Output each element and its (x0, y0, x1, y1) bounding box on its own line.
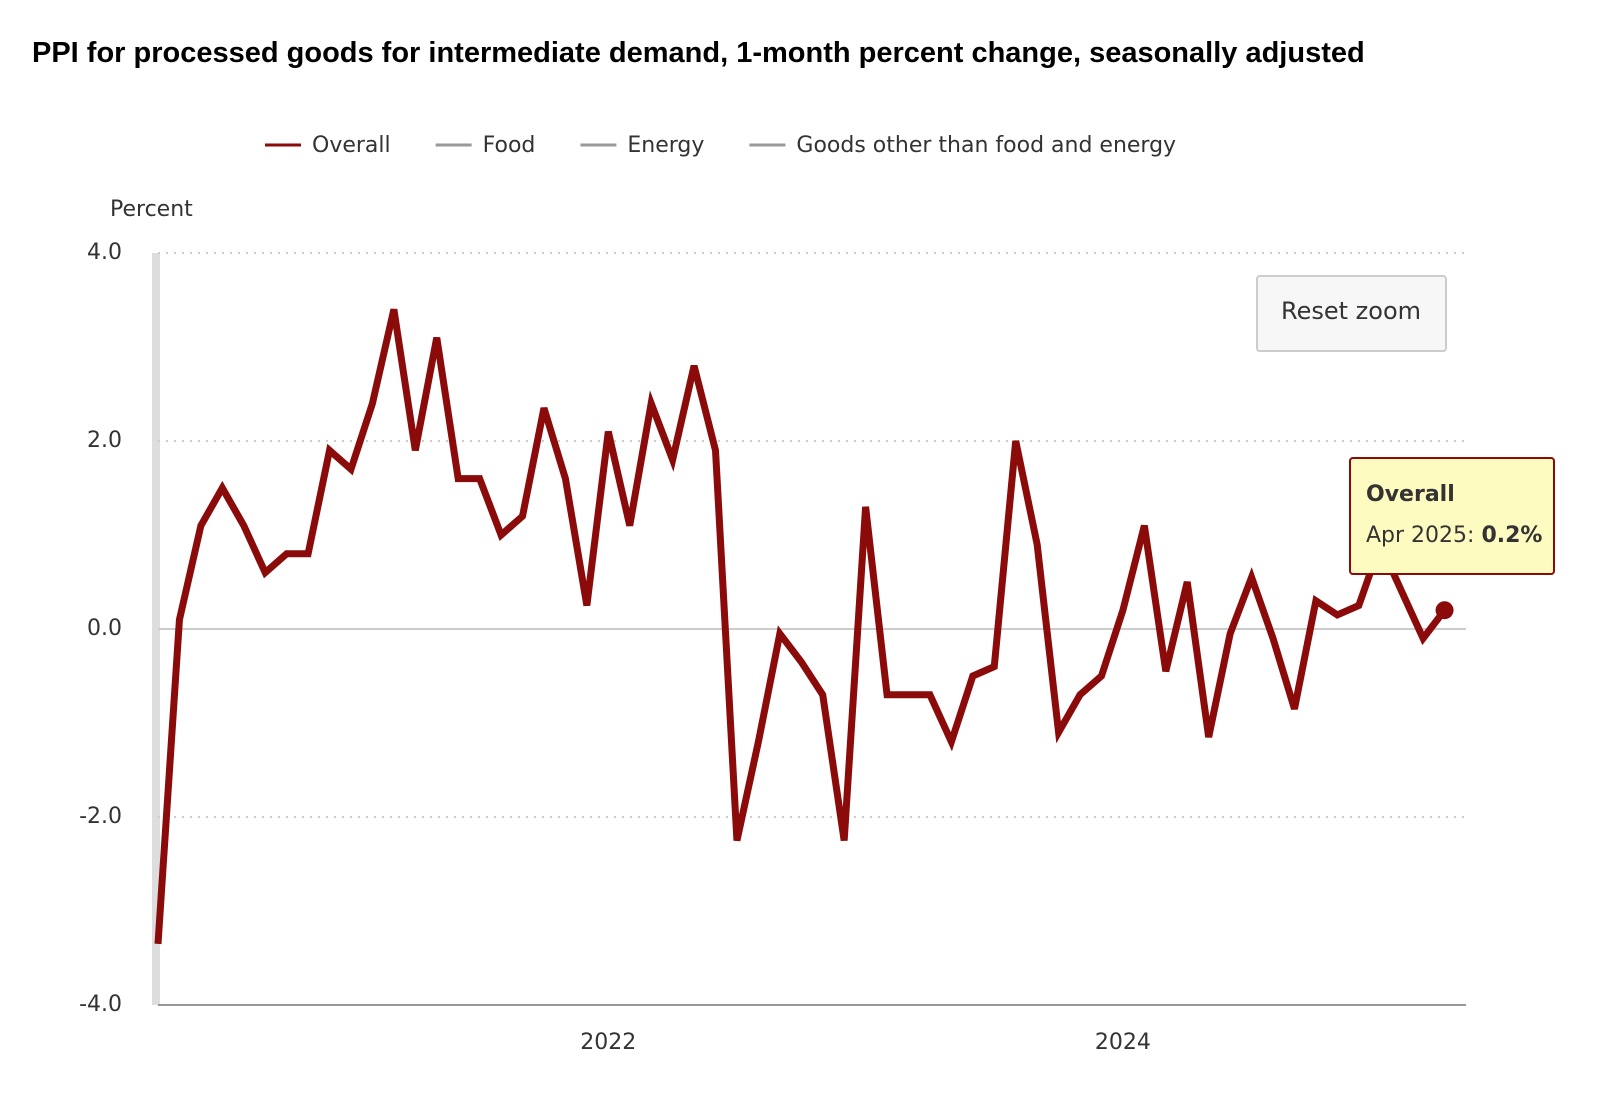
plot-edge-shade (152, 253, 160, 1005)
tooltip-value: 0.2% (1481, 523, 1542, 548)
hover-point (1435, 601, 1454, 620)
button-box (1256, 275, 1447, 352)
legend-label[interactable]: Goods other than food and energy (796, 133, 1176, 158)
tooltip-date: Apr 2025: 0.2% (1366, 523, 1542, 548)
legend-label[interactable]: Overall (312, 133, 391, 158)
button-label: Reset zoom (1281, 297, 1421, 325)
legend-label[interactable]: Food (483, 133, 536, 158)
y-axis-label: Percent (110, 197, 193, 222)
tooltip-series: Overall (1366, 482, 1455, 507)
chart-title: PPI for processed goods for intermediate… (32, 37, 1365, 69)
x-tick-label: 2022 (580, 1030, 636, 1055)
tooltip-box (1349, 457, 1555, 575)
y-tick-label: 4.0 (87, 240, 122, 265)
x-tick-label: 2024 (1095, 1030, 1151, 1055)
y-tick-label: -2.0 (79, 804, 122, 829)
tooltip-sep: : (1467, 523, 1481, 548)
reset-zoom-button[interactable]: Reset zoom (1256, 275, 1447, 352)
y-tick-label: 0.0 (87, 616, 122, 641)
y-tick-label: -4.0 (79, 992, 122, 1017)
series-line (154, 308, 1448, 945)
tooltip-date-text: Apr 2025 (1366, 523, 1467, 548)
y-tick-label: 2.0 (87, 428, 122, 453)
legend-label[interactable]: Energy (627, 133, 704, 158)
tooltip: Overall Apr 2025: 0.2% (1349, 457, 1555, 575)
